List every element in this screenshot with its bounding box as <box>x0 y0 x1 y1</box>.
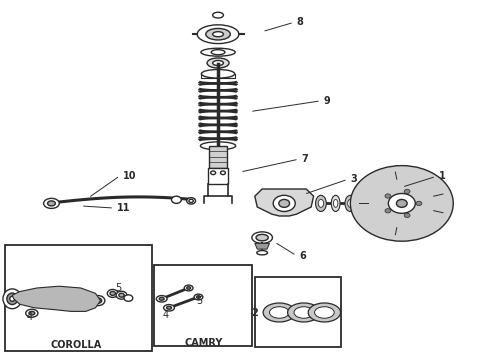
Bar <box>208 168 228 184</box>
Text: 5: 5 <box>115 283 122 293</box>
Ellipse shape <box>110 291 116 295</box>
Text: 2: 2 <box>251 308 258 318</box>
Ellipse shape <box>318 199 323 207</box>
Ellipse shape <box>207 58 229 68</box>
Text: COROLLA: COROLLA <box>50 340 101 350</box>
Ellipse shape <box>416 201 422 206</box>
Ellipse shape <box>29 311 35 315</box>
Ellipse shape <box>119 293 124 297</box>
Ellipse shape <box>220 171 225 175</box>
Text: 11: 11 <box>117 203 130 213</box>
Ellipse shape <box>124 295 133 301</box>
Ellipse shape <box>206 28 230 40</box>
Ellipse shape <box>396 199 407 207</box>
Ellipse shape <box>196 296 200 298</box>
Ellipse shape <box>279 199 290 207</box>
Text: 6: 6 <box>299 251 306 261</box>
Ellipse shape <box>404 189 410 194</box>
Text: 1: 1 <box>439 171 445 181</box>
Ellipse shape <box>189 199 193 202</box>
Ellipse shape <box>187 287 191 289</box>
Ellipse shape <box>252 232 272 243</box>
Ellipse shape <box>48 201 55 206</box>
Ellipse shape <box>333 199 338 207</box>
Ellipse shape <box>315 307 334 318</box>
Ellipse shape <box>213 12 223 18</box>
Ellipse shape <box>353 193 368 213</box>
Ellipse shape <box>263 303 295 322</box>
Ellipse shape <box>211 171 216 175</box>
Bar <box>5 245 152 351</box>
Ellipse shape <box>201 48 235 56</box>
Text: 4: 4 <box>163 310 169 320</box>
Ellipse shape <box>107 289 118 297</box>
Text: 9: 9 <box>323 96 330 106</box>
Bar <box>255 277 341 347</box>
Polygon shape <box>255 189 314 216</box>
Ellipse shape <box>365 199 368 207</box>
Ellipse shape <box>347 199 353 207</box>
Ellipse shape <box>184 285 193 291</box>
Ellipse shape <box>200 142 236 150</box>
Polygon shape <box>255 243 270 249</box>
Ellipse shape <box>91 296 105 306</box>
Ellipse shape <box>256 234 269 241</box>
Ellipse shape <box>164 305 174 311</box>
Ellipse shape <box>308 303 341 322</box>
Ellipse shape <box>294 307 314 318</box>
Ellipse shape <box>316 195 326 211</box>
Ellipse shape <box>44 198 59 208</box>
Polygon shape <box>12 286 100 311</box>
Ellipse shape <box>116 291 127 299</box>
Ellipse shape <box>385 194 391 198</box>
Ellipse shape <box>201 69 235 78</box>
Bar <box>154 265 252 346</box>
Ellipse shape <box>331 195 340 211</box>
Text: 10: 10 <box>122 171 136 181</box>
Ellipse shape <box>10 296 15 301</box>
Ellipse shape <box>3 289 22 309</box>
Text: 7: 7 <box>301 154 308 164</box>
Ellipse shape <box>257 251 268 255</box>
Ellipse shape <box>350 166 453 241</box>
Ellipse shape <box>26 309 38 317</box>
Ellipse shape <box>159 297 164 300</box>
Ellipse shape <box>167 306 172 309</box>
Ellipse shape <box>213 60 223 66</box>
Ellipse shape <box>345 195 356 211</box>
Ellipse shape <box>94 298 102 303</box>
Ellipse shape <box>273 195 295 212</box>
Ellipse shape <box>7 293 18 305</box>
Ellipse shape <box>288 303 320 322</box>
Text: 3: 3 <box>350 174 357 184</box>
Ellipse shape <box>213 32 223 37</box>
Ellipse shape <box>388 193 415 213</box>
Ellipse shape <box>172 196 181 203</box>
Ellipse shape <box>187 198 196 204</box>
Text: 5: 5 <box>196 296 202 306</box>
Text: CAMRY: CAMRY <box>184 338 222 348</box>
Ellipse shape <box>362 195 371 211</box>
Ellipse shape <box>270 307 289 318</box>
Bar <box>209 146 227 168</box>
Ellipse shape <box>385 209 391 213</box>
Text: 4: 4 <box>27 312 33 322</box>
Ellipse shape <box>404 213 410 217</box>
Ellipse shape <box>156 296 167 302</box>
Text: 8: 8 <box>296 17 303 27</box>
Ellipse shape <box>197 25 239 44</box>
Ellipse shape <box>211 50 225 55</box>
Ellipse shape <box>194 294 203 300</box>
